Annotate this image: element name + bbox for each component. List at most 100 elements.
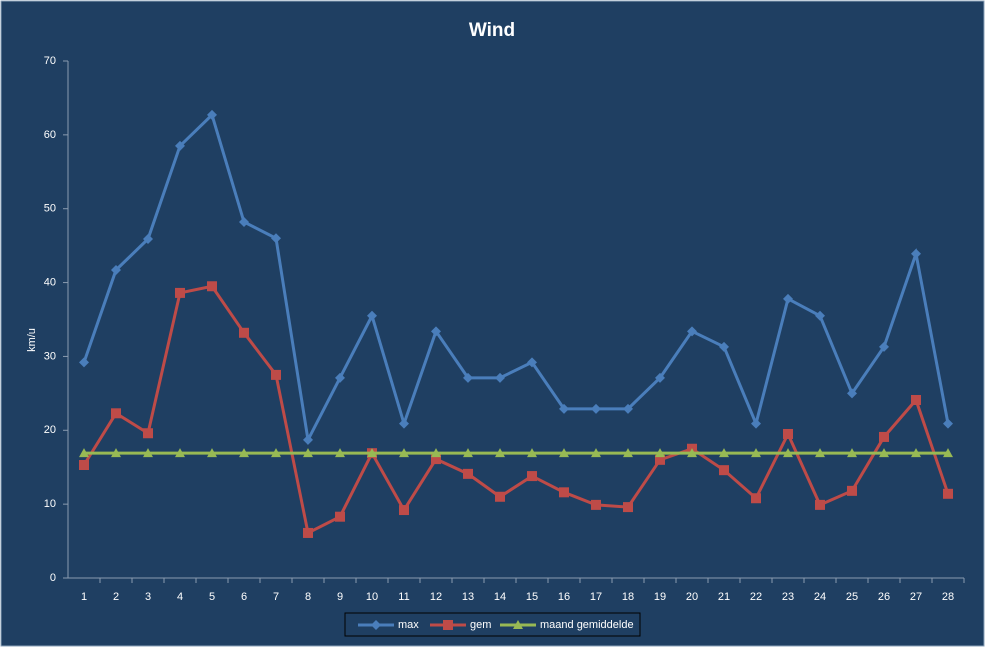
legend-marker <box>443 620 453 630</box>
x-tick-label: 15 <box>526 591 538 603</box>
data-point <box>143 448 153 458</box>
data-point <box>655 454 665 465</box>
data-point <box>559 403 569 414</box>
data-point <box>207 109 217 120</box>
data-point <box>399 448 409 458</box>
x-tick-label: 22 <box>750 591 762 603</box>
data-point <box>591 448 601 458</box>
x-tick-label: 8 <box>305 591 311 603</box>
data-point <box>527 471 537 482</box>
data-point <box>751 418 761 429</box>
x-tick-label: 16 <box>558 591 570 603</box>
data-point <box>911 448 921 458</box>
data-point <box>623 448 633 458</box>
x-tick-label: 7 <box>273 591 279 603</box>
data-point <box>751 493 761 504</box>
x-tick-label: 26 <box>878 591 890 603</box>
y-tick-label: 30 <box>44 350 56 362</box>
data-point <box>623 403 633 414</box>
data-point <box>143 428 153 439</box>
data-point <box>783 293 793 304</box>
data-point <box>527 448 537 458</box>
data-point <box>655 448 665 458</box>
data-point <box>847 388 857 399</box>
data-point <box>495 372 505 383</box>
x-tick-label: 20 <box>686 591 698 603</box>
legend <box>344 612 641 637</box>
data-point <box>367 448 377 458</box>
data-point <box>591 499 601 510</box>
x-tick-label: 19 <box>654 591 666 603</box>
data-point <box>303 434 313 445</box>
legend-label: max <box>398 619 419 631</box>
data-point <box>335 511 345 522</box>
y-tick-label: 60 <box>44 129 56 141</box>
data-point <box>79 448 89 458</box>
x-tick-label: 11 <box>398 591 409 603</box>
data-point <box>943 448 953 458</box>
legend-marker <box>513 620 523 629</box>
x-tick-label: 23 <box>782 591 794 603</box>
data-point <box>175 140 185 151</box>
data-point <box>207 448 217 458</box>
x-tick-label: 1 <box>81 591 87 603</box>
data-point <box>815 448 825 458</box>
data-point <box>207 281 217 292</box>
data-point <box>879 431 889 442</box>
data-point <box>847 485 857 496</box>
data-point <box>783 428 793 439</box>
data-point <box>399 418 409 429</box>
x-tick-label: 2 <box>113 591 119 603</box>
data-point <box>175 448 185 458</box>
data-point <box>463 372 473 383</box>
x-tick-label: 21 <box>718 591 730 603</box>
x-tick-label: 3 <box>145 591 151 603</box>
data-point <box>751 448 761 458</box>
y-tick-label: 40 <box>44 276 56 288</box>
data-point <box>271 233 281 244</box>
data-point <box>527 357 537 368</box>
data-point <box>623 502 633 513</box>
data-point <box>783 448 793 458</box>
x-tick-label: 28 <box>942 591 954 603</box>
data-point <box>335 372 345 383</box>
data-point <box>879 448 889 458</box>
data-point <box>911 395 921 406</box>
data-point <box>303 448 313 458</box>
x-tick-label: 14 <box>494 591 506 603</box>
data-point <box>943 488 953 499</box>
data-point <box>239 327 249 338</box>
x-tick-label: 5 <box>209 591 215 603</box>
data-point <box>559 487 569 498</box>
series-line <box>82 112 950 445</box>
x-tick-label: 17 <box>590 591 602 603</box>
y-tick-label: 10 <box>44 498 56 510</box>
x-tick-label: 24 <box>814 591 826 603</box>
data-point <box>399 505 409 516</box>
data-point <box>143 233 153 244</box>
data-point <box>79 357 89 368</box>
x-tick-label: 9 <box>337 591 343 603</box>
data-point <box>815 310 825 321</box>
data-point <box>815 499 825 510</box>
data-point <box>495 491 505 502</box>
data-point <box>367 310 377 321</box>
data-point <box>463 448 473 458</box>
data-point <box>431 448 441 458</box>
data-point <box>687 448 697 458</box>
data-point <box>719 341 729 352</box>
data-point <box>463 468 473 479</box>
data-point <box>303 527 313 538</box>
data-point <box>431 326 441 337</box>
data-point <box>111 408 121 419</box>
x-tick-label: 6 <box>241 591 247 603</box>
data-point <box>175 287 185 298</box>
series-line <box>82 284 950 536</box>
data-point <box>239 217 249 228</box>
y-tick-label: 50 <box>44 203 56 215</box>
data-point <box>911 248 921 259</box>
data-point <box>655 372 665 383</box>
y-tick-label: 70 <box>44 55 56 67</box>
